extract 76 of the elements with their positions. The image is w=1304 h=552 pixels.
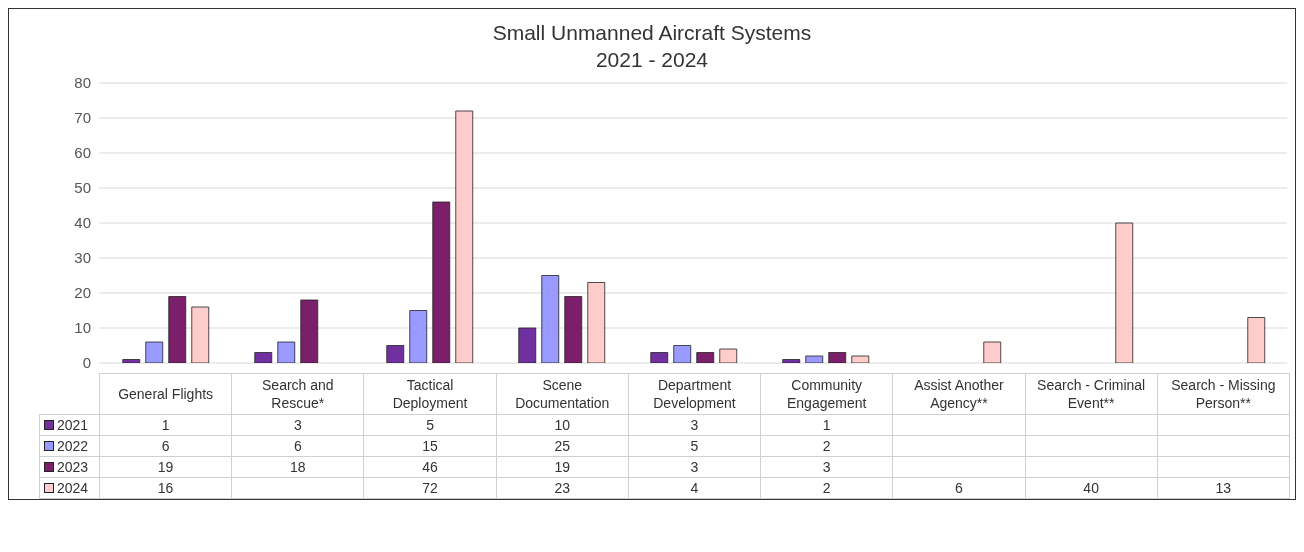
bar	[254, 352, 273, 363]
data-label: 5	[628, 435, 761, 457]
bar	[409, 310, 428, 363]
bar	[277, 341, 296, 363]
data-label: 46	[363, 456, 497, 478]
bar	[650, 352, 669, 363]
y-tick-label: 60	[74, 144, 91, 162]
data-label: 2	[760, 435, 893, 457]
data-label: 3	[628, 414, 761, 436]
bar	[587, 282, 606, 363]
y-tick-label: 40	[74, 214, 91, 232]
data-label: 3	[760, 456, 893, 478]
y-tick-label: 10	[74, 319, 91, 337]
data-label: 3	[628, 456, 761, 478]
bar	[145, 341, 164, 363]
data-label: 1	[99, 414, 232, 436]
data-label: 72	[363, 477, 497, 499]
x-tick-label: General Flights	[99, 373, 232, 415]
bar	[432, 201, 451, 363]
y-tick-label: 30	[74, 249, 91, 267]
y-tick-label: 80	[74, 74, 91, 92]
bar	[805, 355, 824, 363]
bar	[518, 327, 537, 363]
bar	[851, 355, 870, 363]
data-label: 40	[1025, 477, 1158, 499]
bar	[300, 299, 319, 363]
data-label: 23	[496, 477, 629, 499]
bar	[386, 345, 405, 363]
data-label: 6	[892, 477, 1026, 499]
data-label: 25	[496, 435, 629, 457]
y-tick-label: 50	[74, 179, 91, 197]
x-tick-label: Search and Rescue*	[231, 373, 364, 415]
x-tick-label: Assist Another Agency**	[892, 373, 1026, 415]
bar	[541, 275, 560, 363]
data-label: 2	[760, 477, 893, 499]
bar	[564, 296, 583, 363]
y-tick-label: 0	[82, 354, 91, 372]
x-tick-label: Search - Criminal Event**	[1025, 373, 1158, 415]
y-tick-label: 20	[74, 284, 91, 302]
data-label: 19	[99, 456, 232, 478]
data-label: 6	[99, 435, 232, 457]
x-tick-label: Scene Documentation	[496, 373, 629, 415]
bar	[696, 352, 715, 363]
x-tick-label: Tactical Deployment	[363, 373, 497, 415]
bar	[719, 348, 738, 363]
y-tick-label: 70	[74, 109, 91, 127]
chart-title: Small Unmanned Aircraft Systems	[491, 20, 813, 46]
data-label: 13	[1157, 477, 1290, 499]
bar	[191, 306, 210, 363]
x-tick-label: Community Engagement	[760, 373, 893, 415]
bar	[983, 341, 1002, 363]
data-label: 6	[231, 435, 364, 457]
bar	[455, 110, 474, 363]
legend-label: 2021	[39, 414, 100, 436]
x-tick-label: Search - Missing Person**	[1157, 373, 1290, 415]
bar	[168, 296, 187, 363]
data-label: 19	[496, 456, 629, 478]
legend-label: 2024	[39, 477, 100, 499]
data-label: 15	[363, 435, 497, 457]
data-label: 10	[496, 414, 629, 436]
bar	[782, 359, 801, 363]
legend-label: 2022	[39, 435, 100, 457]
bar	[122, 359, 141, 363]
bar	[673, 345, 692, 363]
bar	[1115, 222, 1134, 363]
data-label: 1	[760, 414, 893, 436]
data-label: 4	[628, 477, 761, 499]
data-label: 5	[363, 414, 497, 436]
bar	[1247, 317, 1266, 363]
bar	[828, 352, 847, 363]
legend-label: 2023	[39, 456, 100, 478]
data-label: 18	[231, 456, 364, 478]
data-label: 3	[231, 414, 364, 436]
data-label: 16	[99, 477, 232, 499]
x-tick-label: Department Development	[628, 373, 761, 415]
chart-subtitle: 2021 - 2024	[594, 47, 710, 73]
